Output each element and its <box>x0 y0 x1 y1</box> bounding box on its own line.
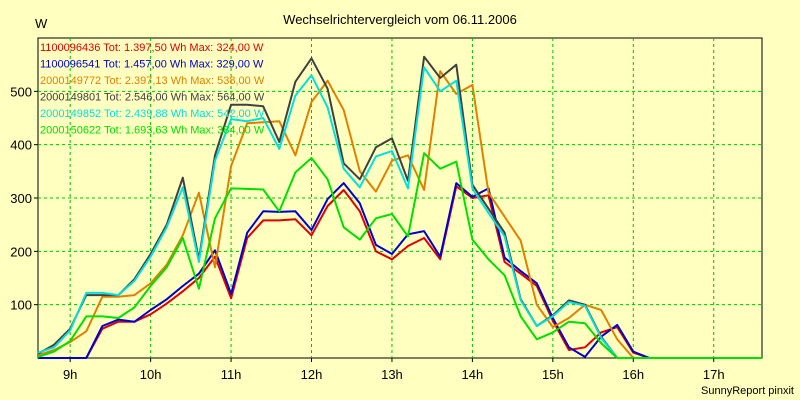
series-line-1100096541 <box>38 182 762 359</box>
axes: 100 200 300 400 500 9h 10h 11h 12h 13h 14h 15h 16h 17… <box>10 84 724 382</box>
y-tick-label: 400 <box>10 138 32 153</box>
footer-credit: SunnyReport pinxit <box>701 385 794 397</box>
y-tick-label: 300 <box>10 191 32 206</box>
chart-title: Wechselrichtervergleich vom 06.11.2006 <box>283 12 517 27</box>
y-axis-label: W <box>35 16 48 31</box>
series-line-1100096436 <box>38 185 762 359</box>
legend-entry-2000149852: 2000149852 Tot: 2.439,88 Wh Max: 542,00 … <box>40 108 265 120</box>
x-tick-label: 14h <box>462 367 484 382</box>
grid-lines <box>38 38 762 358</box>
x-tick-label: 15h <box>542 367 564 382</box>
x-tick-label: 16h <box>622 367 644 382</box>
x-tick-label: 13h <box>381 367 403 382</box>
x-tick-label: 11h <box>221 367 242 382</box>
legend: 1100096436 Tot: 1.397,50 Wh Max: 324,00 … <box>40 42 265 137</box>
series-line-2000150622 <box>37 152 762 359</box>
x-tick-label: 12h <box>301 367 323 382</box>
legend-entry-2000150622: 2000150622 Tot: 1.693,63 Wh Max: 384,00 … <box>40 125 265 137</box>
legend-entry-2000149772: 2000149772 Tot: 2.397,13 Wh Max: 538,00 … <box>40 75 265 87</box>
x-tick-label: 9h <box>63 367 77 382</box>
y-tick-label: 100 <box>10 298 32 313</box>
legend-entry-2000149801: 2000149801 Tot: 2.546,00 Wh Max: 564,00 … <box>40 92 265 104</box>
y-tick-label: 500 <box>10 84 32 99</box>
y-tick-label: 200 <box>10 244 32 259</box>
series-layer <box>37 55 762 359</box>
x-tick-label: 10h <box>140 367 162 382</box>
x-tick-label: 17h <box>703 367 725 382</box>
legend-entry-1100096541: 1100096541 Tot: 1.457,00 Wh Max: 329,00 … <box>40 59 264 71</box>
legend-entry-1100096436: 1100096436 Tot: 1.397,50 Wh Max: 324,00 … <box>40 42 264 54</box>
